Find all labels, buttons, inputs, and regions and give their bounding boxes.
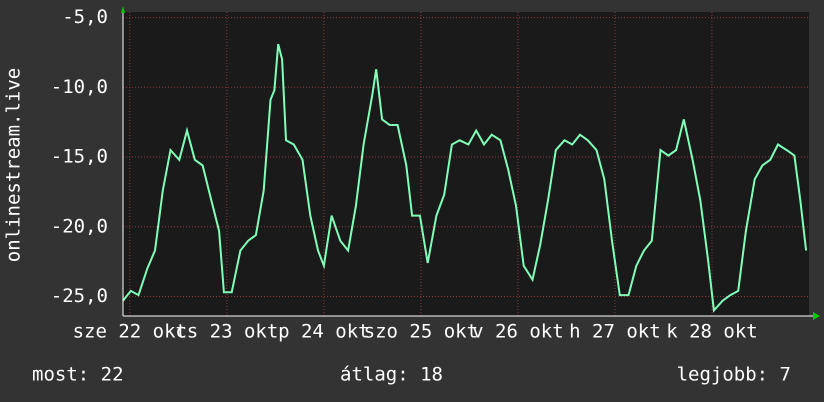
- plot-area: [123, 12, 809, 316]
- y-axis-label: onlinestream.live: [3, 68, 25, 262]
- footer-max: legjobb: 7: [677, 364, 791, 386]
- x-tick-label: sze 22 okt: [73, 321, 187, 343]
- x-tick-label: p 24 okt: [278, 321, 370, 343]
- x-tick-label: szo 25 okt: [364, 321, 478, 343]
- y-tick-label: -25,0: [51, 285, 108, 307]
- y-tick-label: -5,0: [62, 6, 108, 28]
- x-tick-label: k 28 okt: [666, 321, 758, 343]
- y-tick-label: -10,0: [51, 76, 108, 98]
- x-tick-label: h 27 okt: [569, 321, 661, 343]
- y-tick-label: -15,0: [51, 146, 108, 168]
- y-tick-label: -20,0: [51, 215, 108, 237]
- x-axis-arrow: [813, 312, 820, 320]
- x-tick-label: v 26 okt: [472, 321, 564, 343]
- y-axis-arrow: [121, 6, 125, 13]
- footer-current: most: 22: [32, 364, 124, 386]
- data-line: [122, 43, 808, 313]
- footer-average: átlag: 18: [340, 364, 443, 386]
- x-tick-label: cs 23 okt: [175, 321, 278, 343]
